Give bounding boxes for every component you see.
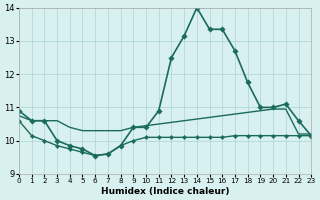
X-axis label: Humidex (Indice chaleur): Humidex (Indice chaleur) (101, 187, 229, 196)
